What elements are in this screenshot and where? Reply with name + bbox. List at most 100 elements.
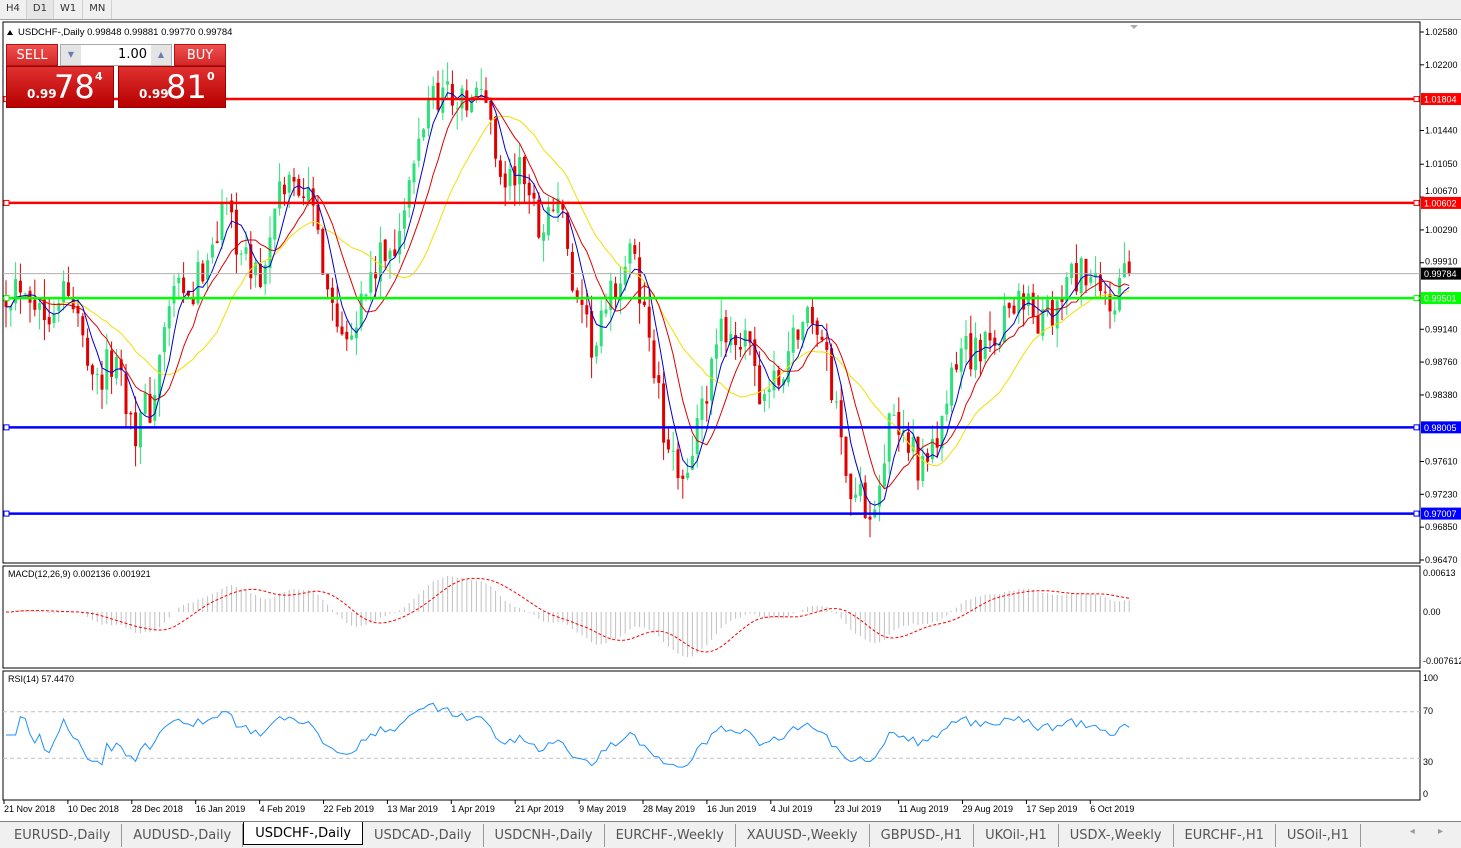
horizontal-levels: 0.99784 1.01804 1.00602 0.99501 0.98005 0.970… <box>3 93 1461 520</box>
date-tick-label: 28 May 2019 <box>643 804 695 814</box>
lot-size-input[interactable]: 1.00 <box>118 47 147 62</box>
candle <box>551 198 555 213</box>
rsi-indicator <box>3 702 1420 768</box>
tab-usdx-weekly[interactable]: USDX-,Weekly <box>1059 824 1174 847</box>
candle <box>162 322 166 372</box>
candle <box>1084 258 1088 293</box>
candle <box>100 360 104 409</box>
main-pane <box>2 21 1421 564</box>
candle <box>302 178 306 206</box>
tab-eurusd-daily[interactable]: EURUSD-,Daily <box>3 824 123 847</box>
candle <box>714 328 718 380</box>
sell-price[interactable]: 0.99 78 4 <box>6 66 114 108</box>
candle <box>1065 272 1069 316</box>
candle <box>182 262 186 304</box>
candle <box>66 266 70 299</box>
candle <box>393 229 397 258</box>
candle <box>9 305 13 327</box>
price-tick-label: 1.02580 <box>1425 27 1458 37</box>
tab-ukoil-h1[interactable]: UKOil-,H1 <box>974 824 1059 847</box>
timeframe-d1[interactable]: D1 <box>26 0 54 19</box>
sell-button[interactable]: SELL <box>6 44 58 66</box>
horizontal-level-line[interactable]: 0.97007 <box>3 507 1461 520</box>
candle <box>1041 296 1045 341</box>
candle <box>494 116 498 168</box>
tab-gbpusd-h1[interactable]: GBPUSD-,H1 <box>870 824 975 847</box>
tab-usdchf-daily[interactable]: USDCHF-,Daily <box>243 822 364 845</box>
candle <box>518 143 522 206</box>
candle <box>450 70 454 116</box>
candle <box>110 341 114 394</box>
candle <box>892 403 896 416</box>
candle <box>143 383 147 416</box>
candle <box>244 231 248 261</box>
candle <box>57 296 61 323</box>
candle <box>830 343 834 404</box>
price-tick-label: 1.00670 <box>1425 186 1458 196</box>
candle <box>767 379 771 409</box>
candle <box>724 309 728 357</box>
timeframe-mn[interactable]: MN <box>83 0 113 19</box>
rsi-label: RSI(14) 57.4470 <box>8 674 74 684</box>
date-tick-label: 23 Jul 2019 <box>835 804 882 814</box>
candle <box>503 160 507 207</box>
buy-button[interactable]: BUY <box>174 44 226 66</box>
price-tick-label: 0.97610 <box>1425 456 1458 466</box>
candle <box>206 253 210 292</box>
candle <box>263 261 267 295</box>
timeframe-h4[interactable]: H4 <box>0 0 27 19</box>
candle <box>1127 250 1131 277</box>
tab-eurchf-h1[interactable]: EURCHF-,H1 <box>1174 824 1276 847</box>
candle <box>657 361 661 399</box>
horizontal-level-line[interactable]: 0.98005 <box>3 421 1461 434</box>
candle <box>1089 269 1093 286</box>
date-tick-label: 21 Apr 2019 <box>515 804 564 814</box>
candle <box>134 396 138 467</box>
tab-audusd-daily[interactable]: AUDUSD-,Daily <box>122 824 244 847</box>
tab-xauusd-weekly[interactable]: XAUUSD-,Weekly <box>736 824 870 847</box>
tab-usdcad-daily[interactable]: USDCAD-,Daily <box>363 824 484 847</box>
candle <box>234 192 238 274</box>
candle <box>854 477 858 503</box>
chart-area[interactable]: 1.025801.022001.014401.010501.006701.002… <box>0 20 1461 820</box>
candle <box>806 305 810 328</box>
candle <box>594 342 598 364</box>
collapse-triangle-icon[interactable] <box>7 30 13 35</box>
sell-price-prefix: 0.99 <box>27 87 57 101</box>
tab-usdcnh-daily[interactable]: USDCNH-,Daily <box>484 824 605 847</box>
date-tick-label: 9 May 2019 <box>579 804 626 814</box>
lot-increase-icon[interactable]: ▲ <box>151 45 171 65</box>
candle <box>278 163 282 216</box>
candle <box>887 412 891 475</box>
timeframe-w1[interactable]: W1 <box>54 0 84 19</box>
candle <box>566 211 570 256</box>
macd-label: MACD(12,26,9) 0.002136 0.001921 <box>8 569 151 579</box>
horizontal-level-line[interactable]: 1.00602 <box>3 196 1461 209</box>
candle <box>417 117 421 168</box>
price-tick-label: 1.02200 <box>1425 60 1458 70</box>
candle <box>306 167 310 207</box>
candle <box>954 351 958 373</box>
candle <box>383 238 387 269</box>
lot-decrease-icon[interactable]: ▼ <box>61 45 81 65</box>
lot-size-stepper[interactable]: ▼ 1.00 ▲ <box>60 44 172 66</box>
horizontal-level-line[interactable]: 1.01804 <box>3 93 1461 106</box>
horizontal-level-line[interactable]: 0.99501 <box>3 292 1461 305</box>
tab-eurchf-weekly[interactable]: EURCHF-,Weekly <box>605 824 736 847</box>
rsi-pane <box>2 670 1421 801</box>
date-axis: 21 Nov 2018 10 Dec 2018 28 Dec 2018 16 Jan … <box>3 800 1134 814</box>
candle <box>575 287 579 303</box>
tab-scroll-arrows-icon[interactable]: ◂ ▸ <box>1409 826 1453 837</box>
candle <box>662 371 666 460</box>
price-tick-label: 0.99910 <box>1425 257 1458 267</box>
tab-usoil-h1[interactable]: USOil-,H1 <box>1276 824 1361 847</box>
candle <box>350 322 354 341</box>
level-label: 0.99501 <box>1424 294 1457 304</box>
candle <box>734 321 738 360</box>
candle <box>508 158 512 201</box>
buy-price[interactable]: 0.99 81 0 <box>118 66 226 108</box>
candle <box>652 329 656 384</box>
buy-price-pips: 81 <box>166 68 207 106</box>
ma-slow-line <box>5 115 1130 467</box>
shift-marker-icon[interactable] <box>1130 25 1138 29</box>
